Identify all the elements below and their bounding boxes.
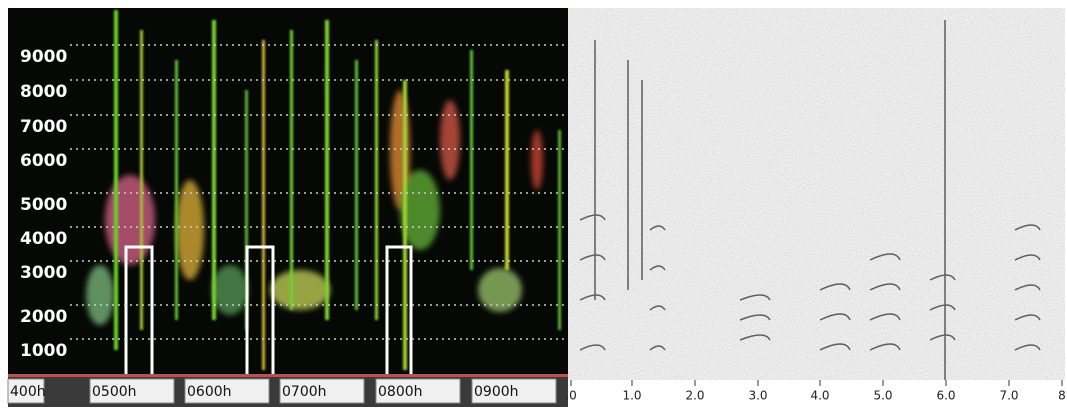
x-tick-label: 400h: [10, 384, 46, 400]
x-tick-label: 0600h: [187, 384, 232, 400]
y-tick-label: 3000: [20, 263, 67, 283]
x-tick-label: 7.0: [999, 389, 1018, 403]
y-tick-label: 4000: [20, 229, 67, 249]
x-tick-label: 0800h: [378, 384, 423, 400]
x-tick-label: .0: [565, 389, 576, 403]
x-tick-label: 3.0: [748, 389, 767, 403]
y-tick-label: 7000: [20, 117, 67, 137]
y-tick-label: 8000: [20, 82, 67, 102]
y-tick-label: 2000: [20, 307, 67, 327]
y-tick-label: 1000: [20, 341, 67, 361]
x-tick-label: 5.0: [873, 389, 892, 403]
figure: 9000 8000 7000 6000 5000 4000 3000 2000 1000 400h…: [0, 0, 1067, 409]
y-tick-label: 6000: [20, 151, 67, 171]
x-tick-label: 4.0: [810, 389, 829, 403]
y-tick-label: 9000: [20, 47, 67, 67]
x-tick-label: 1.0: [622, 389, 641, 403]
x-tick-label: 0500h: [92, 384, 137, 400]
x-tick-label: 0900h: [474, 384, 519, 400]
x-tick-label: 8: [1058, 389, 1066, 403]
x-tick-label: 0700h: [282, 384, 327, 400]
axis-line: [8, 374, 568, 377]
y-tick-label: 5000: [20, 195, 67, 215]
x-tick-label: 6.0: [936, 389, 955, 403]
x-tick-label: 2.0: [685, 389, 704, 403]
